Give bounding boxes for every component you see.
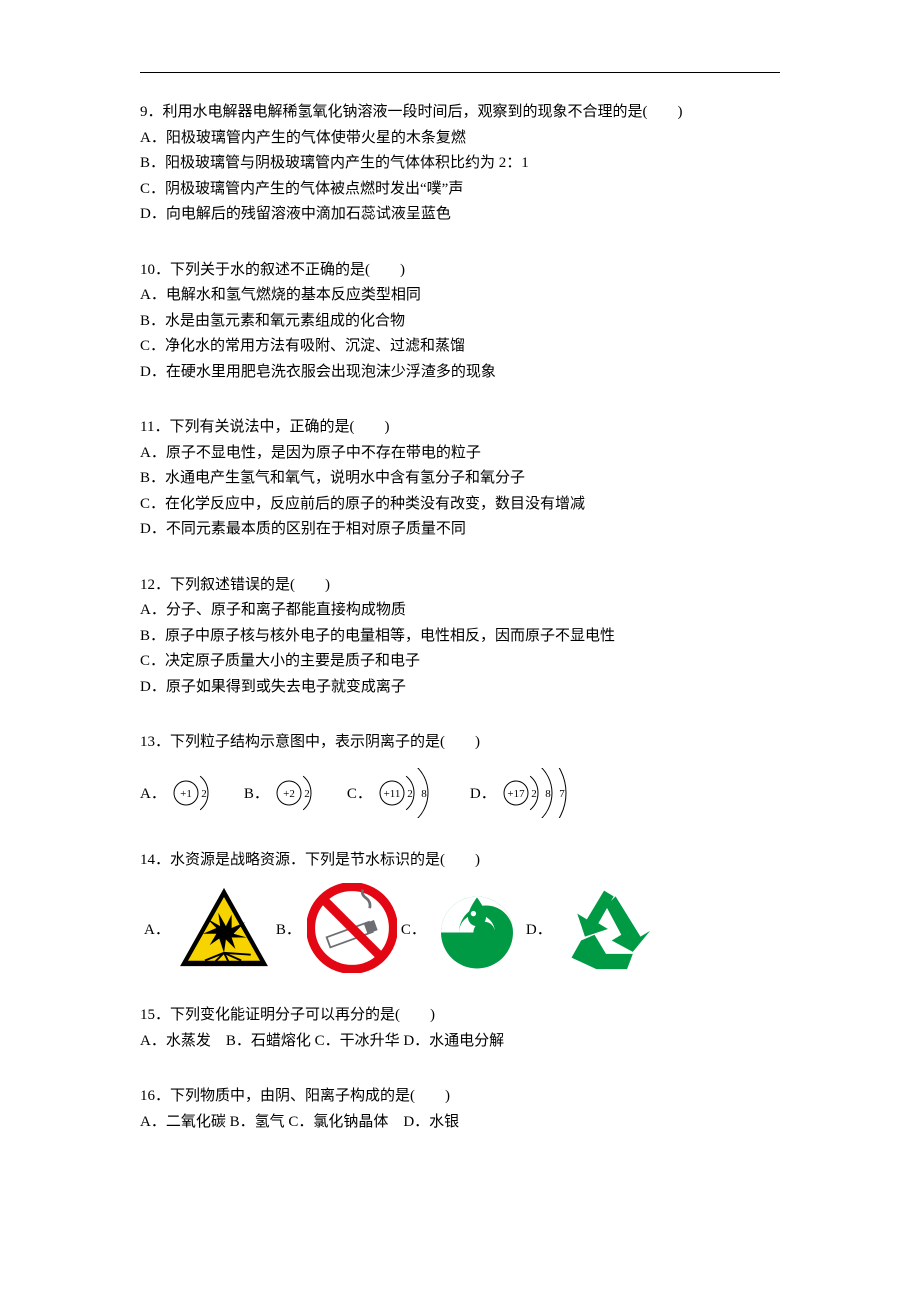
q11-option-b: B．水通电产生氢气和氧气，说明水中含有氢分子和氧分子 xyxy=(140,466,780,492)
svg-text:7: 7 xyxy=(559,788,565,800)
q11-option-d: D．不同元素最本质的区别在于相对原子质量不同 xyxy=(140,517,780,543)
q13-label-d: D． xyxy=(470,782,496,803)
q14-label-d: D． xyxy=(526,918,552,939)
q15-options: A．水蒸发 B．石蜡熔化 C．干冰升华 D．水通电分解 xyxy=(140,1029,780,1055)
svg-text:2: 2 xyxy=(304,788,310,800)
q11-option-c: C．在化学反应中，反应前后的原子的种类没有改变，数目没有增减 xyxy=(140,492,780,518)
atom-diagram-c: +11 28 xyxy=(376,768,452,818)
svg-text:8: 8 xyxy=(545,788,551,800)
q10-stem: 10．下列关于水的叙述不正确的是( ) xyxy=(140,258,780,284)
q13-diagram-row: A． +12 B． +22 C． +1128 D． +17287 xyxy=(140,768,780,818)
q16-options: A．二氧化碳 B．氢气 C．氯化钠晶体 D．水银 xyxy=(140,1110,780,1136)
q12-option-c: C．决定原子质量大小的主要是质子和电子 xyxy=(140,649,780,675)
svg-text:2: 2 xyxy=(531,788,537,800)
q11-option-a: A．原子不显电性，是因为原子中不存在带电的粒子 xyxy=(140,441,780,467)
q9-option-d: D．向电解后的残留溶液中滴加石蕊试液呈蓝色 xyxy=(140,202,780,228)
q14-stem: 14．水资源是战略资源．下列是节水标识的是( ) xyxy=(140,848,780,874)
q14-label-c: C． xyxy=(401,918,426,939)
q16-stem: 16．下列物质中，由阴、阳离子构成的是( ) xyxy=(140,1084,780,1110)
svg-text:+2: +2 xyxy=(283,788,295,800)
q13-label-c: C． xyxy=(347,782,372,803)
svg-text:+11: +11 xyxy=(383,788,400,800)
q9-option-b: B．阳极玻璃管与阴极玻璃管内产生的气体体积比约为 2：1 xyxy=(140,151,780,177)
svg-text:8: 8 xyxy=(421,788,427,800)
q13-label-a: A． xyxy=(140,782,166,803)
q13-stem: 13．下列粒子结构示意图中，表示阴离子的是( ) xyxy=(140,730,780,756)
q11-stem: 11．下列有关说法中，正确的是( ) xyxy=(140,415,780,441)
recycle-icon xyxy=(558,883,654,973)
q10-option-d: D．在硬水里用肥皂洗衣服会出现泡沫少浮渣多的现象 xyxy=(140,360,780,386)
page: 9．利用水电解器电解稀氢氧化钠溶液一段时间后，观察到的现象不合理的是( ) A．… xyxy=(0,0,920,1302)
page-top-rule xyxy=(140,72,780,73)
water-save-icon xyxy=(432,883,522,973)
svg-text:+17: +17 xyxy=(507,788,525,800)
svg-text:2: 2 xyxy=(201,788,207,800)
q14-icon-row: A． B． C． D． xyxy=(140,883,780,973)
q9-option-c: C．阴极玻璃管内产生的气体被点燃时发出“噗”声 xyxy=(140,177,780,203)
q14-label-b: B． xyxy=(276,918,301,939)
q14-label-a: A． xyxy=(144,918,170,939)
atom-diagram-b: +2 2 xyxy=(273,768,329,818)
q12-option-a: A．分子、原子和离子都能直接构成物质 xyxy=(140,598,780,624)
atom-diagram-d: +17 287 xyxy=(500,768,596,818)
q12-stem: 12．下列叙述错误的是( ) xyxy=(140,573,780,599)
no-smoking-icon xyxy=(307,883,397,973)
q13-label-b: B． xyxy=(244,782,269,803)
q15-stem: 15．下列变化能证明分子可以再分的是( ) xyxy=(140,1003,780,1029)
svg-text:2: 2 xyxy=(407,788,413,800)
q10-option-a: A．电解水和氢气燃烧的基本反应类型相同 xyxy=(140,283,780,309)
q9-stem: 9．利用水电解器电解稀氢氧化钠溶液一段时间后，观察到的现象不合理的是( ) xyxy=(140,100,780,126)
hazard-explosion-icon xyxy=(176,886,272,970)
q9-option-a: A．阳极玻璃管内产生的气体使带火星的木条复燃 xyxy=(140,126,780,152)
q12-option-d: D．原子如果得到或失去电子就变成离子 xyxy=(140,675,780,701)
q10-option-b: B．水是由氢元素和氧元素组成的化合物 xyxy=(140,309,780,335)
atom-diagram-a: +1 2 xyxy=(170,768,226,818)
q12-option-b: B．原子中原子核与核外电子的电量相等，电性相反，因而原子不显电性 xyxy=(140,624,780,650)
q10-option-c: C．净化水的常用方法有吸附、沉淀、过滤和蒸馏 xyxy=(140,334,780,360)
svg-text:+1: +1 xyxy=(180,788,192,800)
